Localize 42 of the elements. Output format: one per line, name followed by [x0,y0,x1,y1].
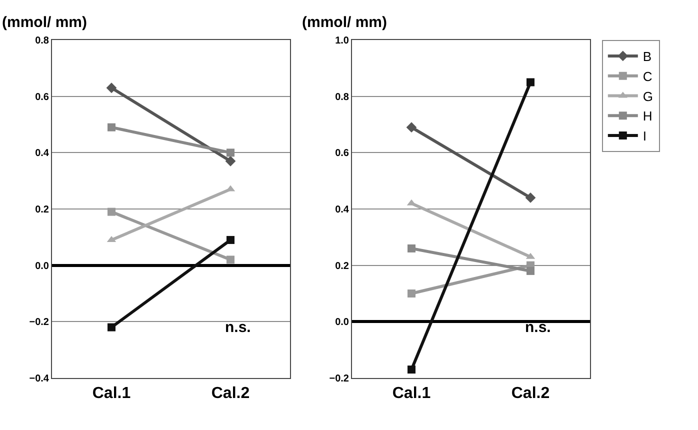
point [225,156,236,166]
point [108,208,116,216]
y-axis-title: (mmol/ mm) [302,14,388,31]
point [108,323,116,332]
y-tick-label: 1.0 [335,36,350,46]
y-tick-label: −0.4 [29,374,50,384]
point [106,82,117,94]
legend-label: I [642,128,647,144]
point [526,78,534,86]
legend-label: B [642,49,652,64]
point [226,256,234,264]
annotation: n.s. [525,319,551,336]
y-tick-label: 0.0 [35,260,50,272]
y-tick-label: 0.6 [35,92,50,103]
point [108,123,116,132]
y-axis-title: (mmol/ mm) [2,14,88,31]
y-tick-label: 0.0 [335,317,350,328]
y-tick-label: 0.4 [35,148,50,160]
x-tick-label: Cal.1 [392,385,431,402]
x-tick-label: Cal.2 [211,385,250,402]
point [226,148,234,157]
y-tick-label: −0.2 [329,374,350,384]
point [226,236,234,244]
y-tick-label: 0.2 [335,260,350,272]
y-tick-label: 0.2 [35,204,50,216]
legend-label: H [642,108,652,124]
y-tick-label: 0.8 [335,92,350,103]
point [406,122,417,133]
y-tick-label: 0.4 [335,204,350,216]
point [408,244,416,252]
point [525,192,536,203]
y-tick-label: 0.8 [35,36,50,46]
legend-label: G [642,88,654,104]
y-tick-label: 0.6 [335,148,350,160]
point [408,290,416,298]
y-tick-label: −0.2 [29,317,50,328]
legend-label: C [642,68,652,84]
point [526,266,534,275]
x-tick-label: Cal.1 [92,385,131,402]
annotation: n.s. [225,319,251,336]
x-tick-label: Cal.2 [511,385,550,402]
point [408,366,416,374]
